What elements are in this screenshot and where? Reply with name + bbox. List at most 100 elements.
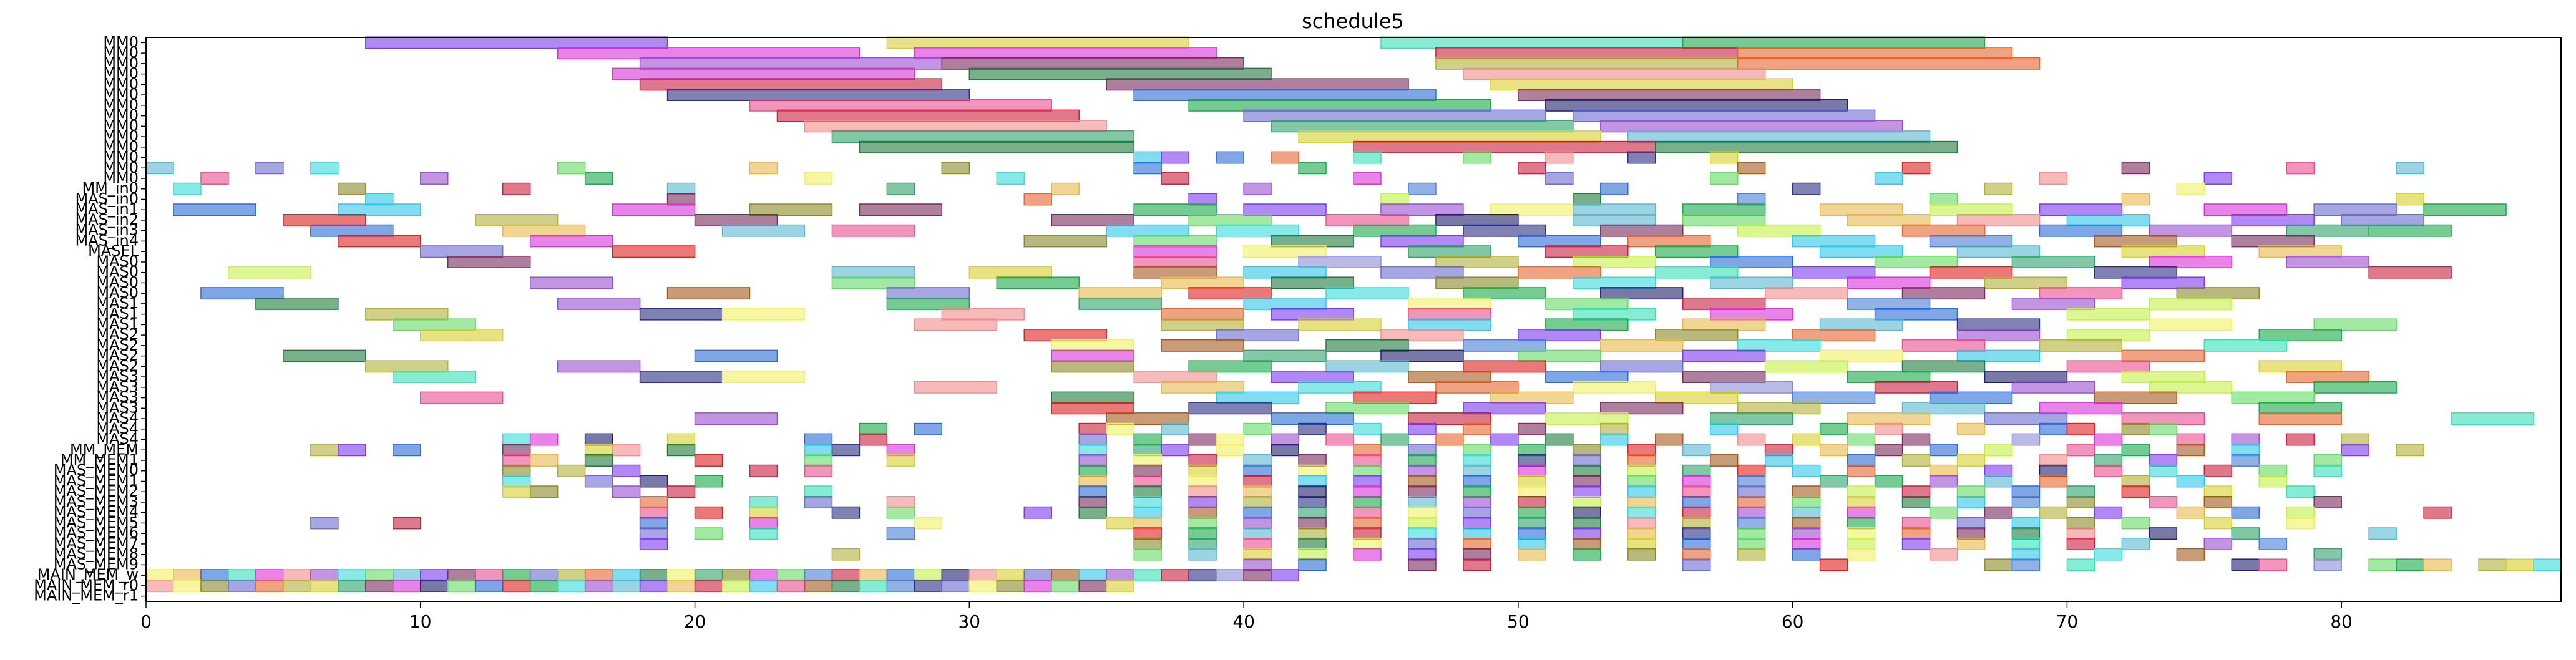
schedule-bar <box>2121 444 2150 457</box>
schedule-bar <box>502 464 531 477</box>
schedule-bar <box>1106 579 1134 592</box>
schedule-bar <box>502 433 531 446</box>
schedule-bar <box>1545 371 1629 384</box>
schedule-bar <box>1518 496 1546 508</box>
schedule-bar <box>1573 454 1601 467</box>
schedule-bar <box>694 569 723 582</box>
schedule-bar <box>310 517 339 530</box>
schedule-bar <box>2231 527 2260 540</box>
schedule-bar <box>1737 506 1766 519</box>
schedule-bar <box>1792 485 1821 498</box>
schedule-bar <box>2258 464 2287 477</box>
schedule-bar <box>1627 548 1656 561</box>
schedule-bar <box>1023 193 1052 206</box>
schedule-bar <box>338 579 366 592</box>
schedule-bar <box>529 485 559 498</box>
schedule-bar <box>694 506 723 519</box>
schedule-bar <box>2203 464 2233 477</box>
schedule-bar <box>2313 496 2342 508</box>
schedule-bar <box>1408 422 1437 435</box>
schedule-bar <box>1874 172 1903 185</box>
schedule-bar <box>447 255 531 268</box>
schedule-bar <box>2423 558 2452 571</box>
schedule-bar <box>1901 485 1931 498</box>
schedule-bar <box>2149 464 2178 477</box>
schedule-bar <box>2203 172 2233 185</box>
schedule-bar <box>1298 422 1327 435</box>
schedule-bar <box>1188 193 1217 206</box>
schedule-bar <box>721 579 751 592</box>
schedule-bar <box>1545 297 1629 310</box>
schedule-bar <box>420 579 449 592</box>
y-tick-label: MM0 <box>103 169 139 187</box>
schedule-bar <box>886 454 915 467</box>
schedule-bar <box>694 527 723 540</box>
schedule-bar <box>1518 527 1546 540</box>
schedule-bar <box>228 569 256 582</box>
schedule-bar <box>1188 454 1217 467</box>
schedule-bar <box>1463 506 1491 519</box>
schedule-bar <box>173 569 202 582</box>
schedule-bar <box>2066 214 2150 226</box>
schedule-bar <box>557 579 586 592</box>
schedule-bar <box>2258 329 2342 342</box>
schedule-bar <box>1435 433 1464 446</box>
schedule-bar <box>1051 182 1080 195</box>
schedule-bar <box>2121 162 2150 175</box>
schedule-bar <box>831 506 861 519</box>
schedule-bar <box>1161 569 1189 582</box>
schedule-bar <box>1298 255 1382 268</box>
schedule-bar <box>310 444 339 457</box>
schedule-bar <box>1655 391 1739 404</box>
schedule-bar <box>1573 485 1601 498</box>
schedule-bar <box>749 527 778 540</box>
y-tick-label: MM0 <box>103 85 139 103</box>
schedule-bar <box>612 444 641 457</box>
schedule-bar <box>1380 235 1464 248</box>
schedule-bar <box>721 308 806 321</box>
schedule-bar <box>1463 464 1491 477</box>
schedule-bar <box>1408 412 1491 425</box>
schedule-bar <box>1325 360 1409 373</box>
schedule-bar <box>804 172 833 185</box>
schedule-bar <box>1984 444 2013 457</box>
schedule-bar <box>1106 517 1134 530</box>
schedule-bar <box>831 224 915 237</box>
schedule-bar <box>1298 537 1327 550</box>
schedule-bar <box>1188 214 1272 226</box>
schedule-bar <box>1408 527 1437 540</box>
schedule-bar <box>2451 412 2534 425</box>
schedule-bar <box>2121 517 2150 530</box>
schedule-bar <box>1737 537 1766 550</box>
schedule-bar <box>2094 454 2123 467</box>
schedule-bar <box>886 444 915 457</box>
schedule-bar <box>1243 109 1546 122</box>
schedule-bar <box>1380 433 1409 446</box>
schedule-bar <box>2341 214 2424 226</box>
schedule-bar <box>1847 506 1876 519</box>
schedule-bar <box>1956 527 1986 540</box>
schedule-bar <box>1600 433 1629 446</box>
schedule-bar <box>1271 444 1299 457</box>
schedule-bar <box>1353 422 1382 435</box>
schedule-bar <box>1078 475 1107 488</box>
schedule-bar <box>1463 287 1546 300</box>
schedule-bar <box>1847 548 1876 561</box>
schedule-bar <box>2368 224 2452 237</box>
y-axis-labels: MM0MM0MM0MM0MM0MM0MM0MM0MM0MM0MM0MM0MM0M… <box>34 33 146 604</box>
schedule-bar <box>1956 214 2041 226</box>
schedule-bar <box>1188 517 1217 530</box>
schedule-bar <box>2313 464 2342 477</box>
schedule-bar <box>1271 120 1574 133</box>
schedule-bar <box>1408 371 1491 384</box>
schedule-bar <box>1078 496 1107 508</box>
schedule-bar <box>310 579 339 592</box>
schedule-bar <box>694 579 723 592</box>
schedule-bar <box>338 444 366 457</box>
schedule-bar <box>1133 569 1162 582</box>
schedule-bar <box>2149 297 2233 310</box>
schedule-bar <box>1682 537 1711 550</box>
schedule-bar <box>1133 371 1217 384</box>
schedule-bar <box>1271 433 1299 446</box>
schedule-bar <box>1956 537 1986 550</box>
